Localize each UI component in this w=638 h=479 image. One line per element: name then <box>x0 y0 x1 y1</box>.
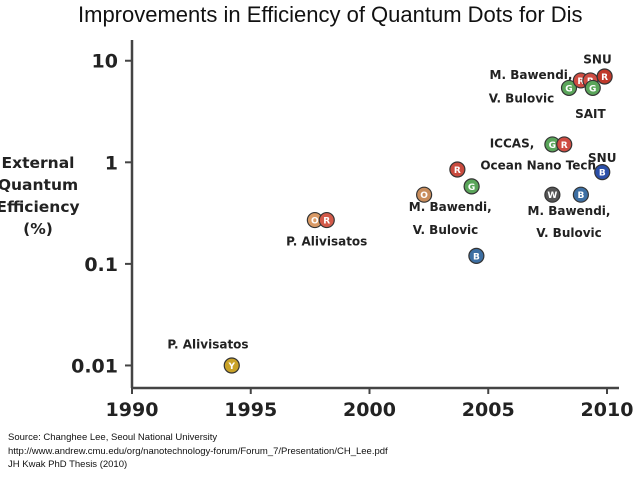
y-axis-label-line: (%) <box>23 220 53 238</box>
data-point-marker <box>572 186 589 203</box>
data-point: W <box>544 186 561 203</box>
x-tick-label: 1995 <box>224 399 277 421</box>
data-point: B <box>468 247 485 264</box>
source-line-2: http://www.andrew.cmu.edu/org/nanotechno… <box>8 446 388 457</box>
x-tick-label: 2005 <box>462 399 515 421</box>
annotations: P. Alivisatos P. Alivisatos M. Bawendi, V. … <box>167 53 616 352</box>
data-point-letter: R <box>561 141 568 151</box>
data-point-marker <box>584 79 601 97</box>
y-tick-label: 0.1 <box>84 254 118 276</box>
data-point-marker <box>468 247 485 264</box>
data-point: B <box>572 186 589 203</box>
data-point: G <box>584 79 601 97</box>
data-point-marker <box>223 357 240 374</box>
data-point: Y <box>223 357 240 374</box>
y-axis-label-line: Quantum <box>0 176 78 194</box>
data-point-marker <box>556 136 573 153</box>
data-point-letter: G <box>549 141 556 151</box>
y-tick-label: 0.01 <box>71 355 118 377</box>
data-point-marker <box>416 186 433 203</box>
y-tick-label: 10 <box>92 51 118 73</box>
data-point-letter: B <box>599 169 606 179</box>
annotation-label: M. Bawendi, <box>528 204 611 218</box>
annotation-label: SNU <box>588 151 616 165</box>
data-point-marker <box>463 178 480 195</box>
data-point-letter: B <box>577 191 584 201</box>
data-point: G <box>544 136 561 153</box>
data-point-letter: G <box>468 183 475 193</box>
data-point-letter: R <box>577 77 584 87</box>
data-point: G <box>463 178 480 195</box>
data-point-letter: W <box>547 191 557 201</box>
data-point: R <box>449 161 466 178</box>
data-point-marker <box>596 68 613 85</box>
data-point-letter: O <box>420 191 428 201</box>
data-point-marker <box>449 161 466 178</box>
data-point-letter: G <box>589 84 596 94</box>
data-point-letter: O <box>311 217 319 227</box>
data-points: YORORGBGRWBGRRGRB <box>223 68 613 374</box>
data-point-letter: Y <box>227 362 235 372</box>
annotation-label: V. Bulovic <box>536 226 602 240</box>
y-tick-labels: 10 1 0.1 0.01 <box>71 51 118 378</box>
y-axis-label-line: Efficiency <box>0 198 80 216</box>
data-point: B <box>594 164 611 181</box>
annotation-label: M. Bawendi, <box>409 200 492 214</box>
data-point: R <box>556 136 573 153</box>
data-point: O <box>416 186 433 203</box>
data-point-letter: B <box>473 252 480 262</box>
x-tick-label: 1990 <box>106 399 159 421</box>
chart-title: Improvements in Efficiency of Quantum Do… <box>78 2 583 27</box>
y-tick-label: 1 <box>105 152 118 174</box>
data-point-letter: R <box>454 166 461 176</box>
annotation-label: ICCAS, <box>490 137 535 151</box>
data-point-letter: G <box>565 84 572 94</box>
data-point-marker <box>560 79 578 97</box>
annotation-label: Ocean Nano Tech. <box>480 159 600 173</box>
plot-axes <box>125 40 619 394</box>
annotation-label: SAIT <box>575 107 606 121</box>
annotation-label: V. Bulovic <box>413 223 479 237</box>
data-point-marker <box>544 186 561 203</box>
data-point-marker <box>318 211 335 229</box>
annotation-label: SNU <box>583 53 611 67</box>
source-line-1: Source: Changhee Lee, Seoul National Uni… <box>8 432 218 443</box>
data-point: R <box>318 211 335 229</box>
y-axis-label: External Quantum Efficiency (%) <box>0 154 80 238</box>
x-tick-label: 2000 <box>343 399 396 421</box>
data-point-letter: R <box>601 73 608 83</box>
x-tick-label: 2010 <box>581 399 634 421</box>
data-point: R <box>596 68 613 85</box>
data-point-marker <box>594 164 611 181</box>
data-point-letter: R <box>323 217 330 227</box>
y-axis-label-line: External <box>2 154 75 172</box>
annotation-label: M. Bawendi, <box>490 68 573 82</box>
annotation-label: P. Alivisatos <box>286 234 367 248</box>
data-point: G <box>560 79 578 97</box>
x-tick-labels: 1990 1995 2000 2005 2010 <box>106 399 634 421</box>
annotation-label: V. Bulovic <box>489 91 555 105</box>
annotation-label: P. Alivisatos <box>167 337 248 351</box>
source-line-3: JH Kwak PhD Thesis (2010) <box>8 459 128 470</box>
